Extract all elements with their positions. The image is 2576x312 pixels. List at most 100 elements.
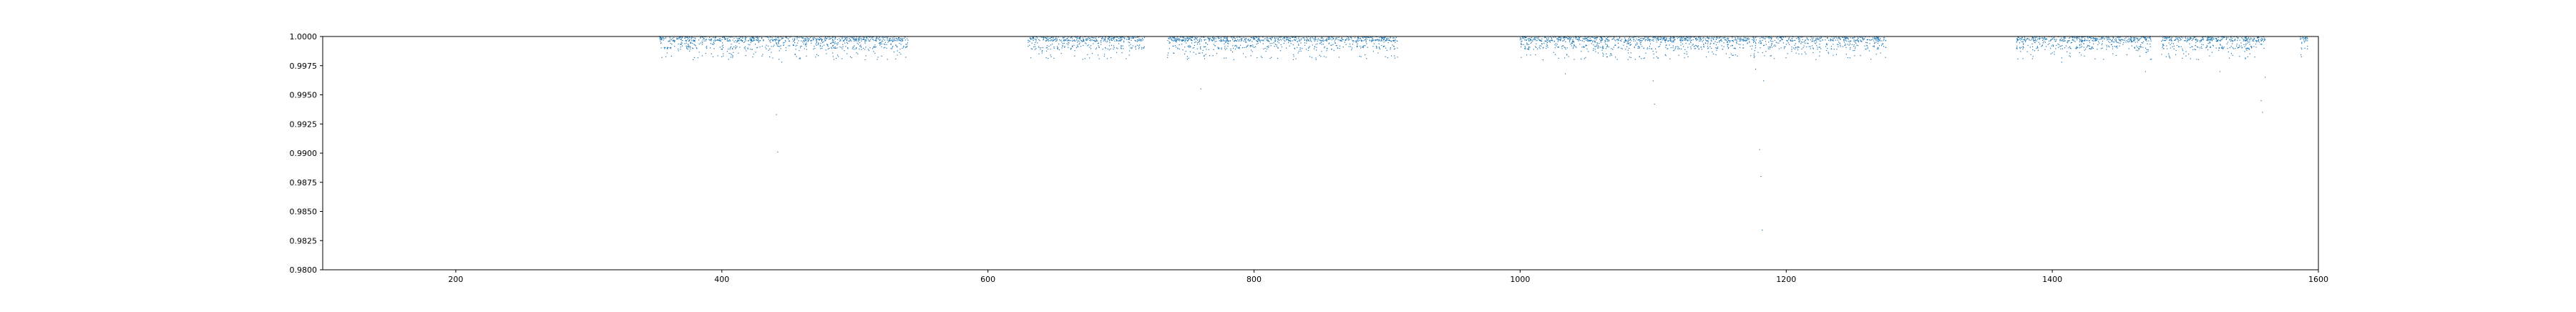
data-point [1883,37,1884,39]
data-point [1361,40,1362,42]
data-point [1395,36,1397,39]
data-point [2248,49,2250,50]
data-point [1844,36,1845,38]
data-point [1727,46,1728,47]
data-point [2032,49,2034,51]
data-point [2208,36,2210,38]
data-point [1199,37,1201,39]
data-point [2195,39,2197,41]
data-point [2306,36,2308,38]
data-point [1706,40,1707,42]
data-point [1562,45,1563,47]
data-point [2197,59,2200,60]
data-point [1176,36,1178,38]
data-point [1289,45,1290,47]
data-point [1859,36,1860,38]
data-point [731,47,733,49]
data-point [1292,44,1294,46]
data-point [751,36,753,38]
data-point [887,39,888,41]
data-point [1826,49,1828,52]
data-point [1208,37,1209,39]
data-point [1309,38,1310,39]
data-point [1528,49,1529,50]
data-point [1368,36,1370,39]
data-point [1528,47,1530,49]
data-point [744,36,746,38]
data-point [1053,39,1055,41]
data-point [1716,49,1717,51]
data-point [1076,46,1078,47]
data-point [694,39,696,42]
data-point [1524,45,1526,47]
data-point [1226,40,1227,42]
data-point [1604,36,1605,38]
data-point [1866,39,1868,41]
data-point [1199,39,1200,41]
data-point [1224,42,1226,43]
data-point [879,42,880,44]
data-point [1321,42,1322,44]
data-point [2164,40,2165,42]
data-point [1732,45,1733,47]
data-point [1063,39,1065,41]
data-point [1563,36,1564,38]
data-point [2021,37,2023,39]
data-point [1184,41,1186,42]
data-point [1033,38,1035,39]
data-point [1101,37,1103,39]
data-point [1360,47,1362,49]
data-point [2089,45,2090,47]
data-point [887,42,889,43]
data-point [1526,44,1528,46]
data-point [1340,39,1342,41]
data-point [1845,40,1848,42]
data-point [2243,40,2244,42]
data-point [833,36,834,38]
data-point [1076,36,1078,38]
data-point [1093,37,1094,39]
data-point [1793,39,1795,42]
data-point [660,42,662,44]
data-point [1578,40,1579,42]
data-point [1302,37,1304,39]
data-point [1056,40,1058,42]
data-point [839,40,841,42]
data-point [1732,54,1734,56]
data-point [670,48,672,49]
data-point [816,41,818,42]
data-point [2185,55,2187,57]
data-point [1654,36,1657,38]
data-point [1061,47,1063,49]
data-point [875,40,877,42]
data-point [895,37,897,39]
data-point [794,54,796,56]
data-point [1572,39,1574,41]
data-point [792,44,794,46]
data-point [1116,40,1118,42]
data-point [2304,37,2306,39]
data-point [2182,37,2183,39]
data-point [706,47,708,49]
data-point [1098,36,1100,38]
data-point [700,37,701,39]
data-point [1763,44,1765,46]
data-point [1272,37,1273,39]
data-point [1673,41,1674,42]
data-point [1113,45,1115,47]
data-point [806,49,807,50]
data-point [2150,38,2151,39]
data-point [1694,48,1695,49]
data-point [818,55,819,57]
data-point [1246,46,1247,47]
data-point [1802,47,1804,49]
data-point [1619,37,1621,39]
data-point [1825,44,1827,45]
data-point [1551,39,1553,41]
data-point [2212,45,2214,47]
data-point [808,39,809,41]
data-point [1742,39,1745,40]
data-point [1234,39,1236,42]
data-point [2241,47,2243,48]
data-point [1843,39,1845,41]
